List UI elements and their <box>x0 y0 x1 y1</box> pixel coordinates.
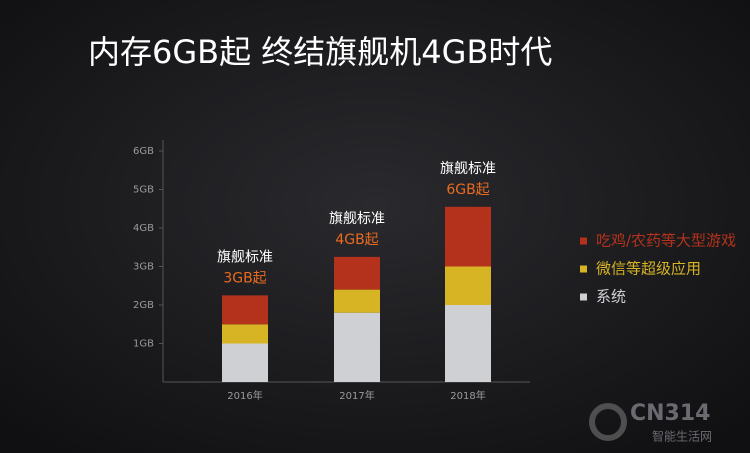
annotation-value: 6GB起 <box>446 182 489 198</box>
chart-title: 内存6GB起 终结旗舰机4GB时代 <box>88 33 552 71</box>
bar-segment <box>334 312 380 382</box>
y-tick-label: 3GB <box>133 262 154 273</box>
legend-swatch <box>580 293 587 301</box>
bar-segment <box>445 305 491 382</box>
bar-segment <box>222 295 268 325</box>
y-tick-label: 4GB <box>133 223 154 234</box>
legend-label: 吃鸡/农药等大型游戏 <box>596 232 736 250</box>
bar-segment <box>445 206 491 267</box>
bar-segment <box>222 324 268 344</box>
watermark-logo: CN314 <box>630 401 710 426</box>
y-tick-label: 1GB <box>133 339 154 350</box>
watermark-icon <box>589 403 627 441</box>
x-tick-label: 2016年 <box>227 389 262 402</box>
legend-swatch <box>580 237 587 245</box>
y-tick-label: 5GB <box>133 185 154 196</box>
x-tick-label: 2018年 <box>450 389 485 402</box>
legend-label: 系统 <box>596 288 626 306</box>
watermark-sub: 智能生活网 <box>652 429 712 444</box>
annotation-value: 3GB起 <box>223 270 266 286</box>
legend-label: 微信等超级应用 <box>596 260 701 278</box>
annotation-label: 旗舰标准 <box>217 249 273 265</box>
y-tick-label: 6GB <box>133 146 154 157</box>
annotation-label: 旗舰标准 <box>440 161 496 177</box>
bar-segment <box>445 266 491 305</box>
bar-segment <box>334 256 380 290</box>
annotation-value: 4GB起 <box>335 232 378 248</box>
bar-segment <box>334 289 380 313</box>
x-tick-label: 2017年 <box>339 389 374 402</box>
annotation-label: 旗舰标准 <box>329 211 385 227</box>
legend-swatch <box>580 265 587 273</box>
bar-segment <box>222 343 268 382</box>
y-tick-label: 2GB <box>133 300 154 311</box>
